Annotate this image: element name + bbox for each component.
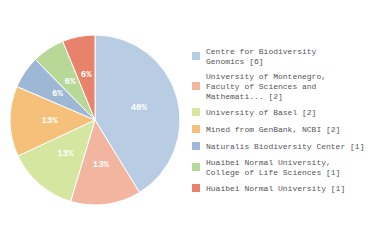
svg-text:Faculty of Sciences and: Faculty of Sciences and — [206, 82, 317, 91]
svg-text:13%: 13% — [41, 116, 58, 126]
svg-text:6%: 6% — [52, 89, 63, 99]
svg-text:University of Basel [2]: University of Basel [2] — [206, 108, 316, 117]
svg-text:Centre for Biodiversity: Centre for Biodiversity — [206, 47, 317, 56]
svg-text:Mathemati... [2]: Mathemati... [2] — [206, 92, 283, 101]
svg-text:Naturalis Biodiversity Center: Naturalis Biodiversity Center [1] — [206, 142, 364, 151]
svg-text:6%: 6% — [65, 77, 76, 87]
svg-text:Mined from GenBank, NCBI [2]: Mined from GenBank, NCBI [2] — [206, 125, 340, 134]
svg-text:College of Life Sciences [1]: College of Life Sciences [1] — [206, 168, 340, 177]
svg-text:6%: 6% — [81, 70, 92, 80]
svg-text:Huaibei Normal University [1]: Huaibei Normal University [1] — [206, 184, 345, 193]
svg-text:Huaibei Normal University,: Huaibei Normal University, — [206, 158, 331, 167]
svg-text:40%: 40% — [131, 103, 148, 113]
svg-text:Genomics [6]: Genomics [6] — [206, 57, 264, 66]
svg-text:13%: 13% — [57, 149, 74, 159]
svg-text:13%: 13% — [93, 160, 110, 170]
svg-text:University of Montenegro,: University of Montenegro, — [206, 72, 326, 81]
